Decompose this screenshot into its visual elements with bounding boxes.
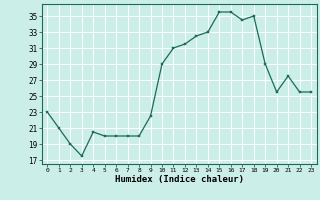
X-axis label: Humidex (Indice chaleur): Humidex (Indice chaleur)	[115, 175, 244, 184]
